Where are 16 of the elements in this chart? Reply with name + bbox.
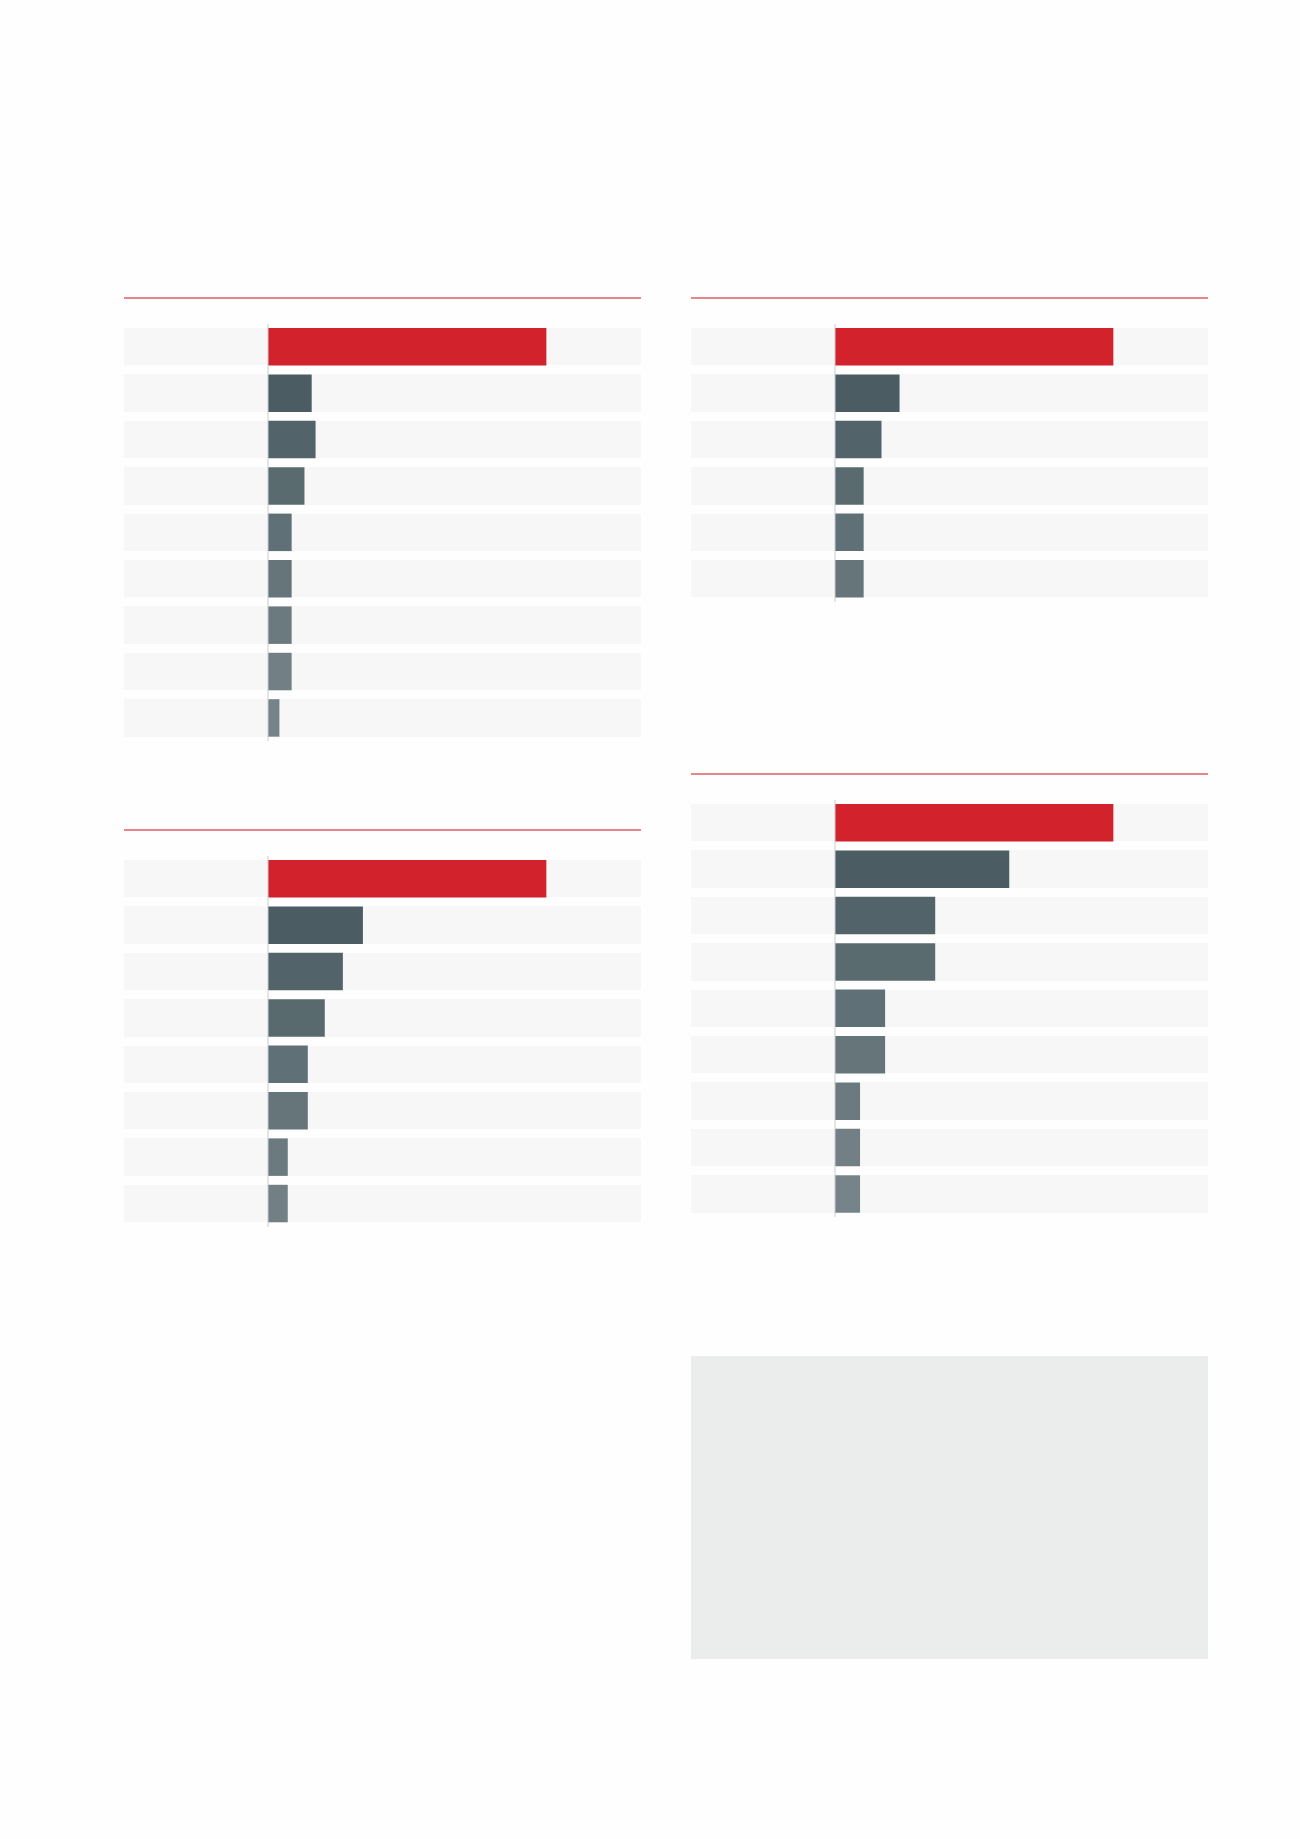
bar bbox=[268, 466, 305, 505]
bar bbox=[268, 1091, 308, 1130]
bar bbox=[835, 559, 864, 598]
bar bbox=[268, 559, 292, 598]
bar bbox=[268, 1184, 288, 1222]
bar bbox=[835, 513, 864, 551]
bar bbox=[268, 605, 292, 644]
bar bbox=[268, 1137, 288, 1176]
bar bbox=[835, 1174, 861, 1213]
bar bbox=[268, 1045, 308, 1083]
bar bbox=[268, 652, 292, 690]
bar bbox=[835, 1128, 861, 1166]
bar bbox=[835, 1081, 861, 1120]
bar bbox=[835, 466, 864, 505]
bar bbox=[268, 513, 292, 551]
bar bbox=[268, 373, 312, 412]
